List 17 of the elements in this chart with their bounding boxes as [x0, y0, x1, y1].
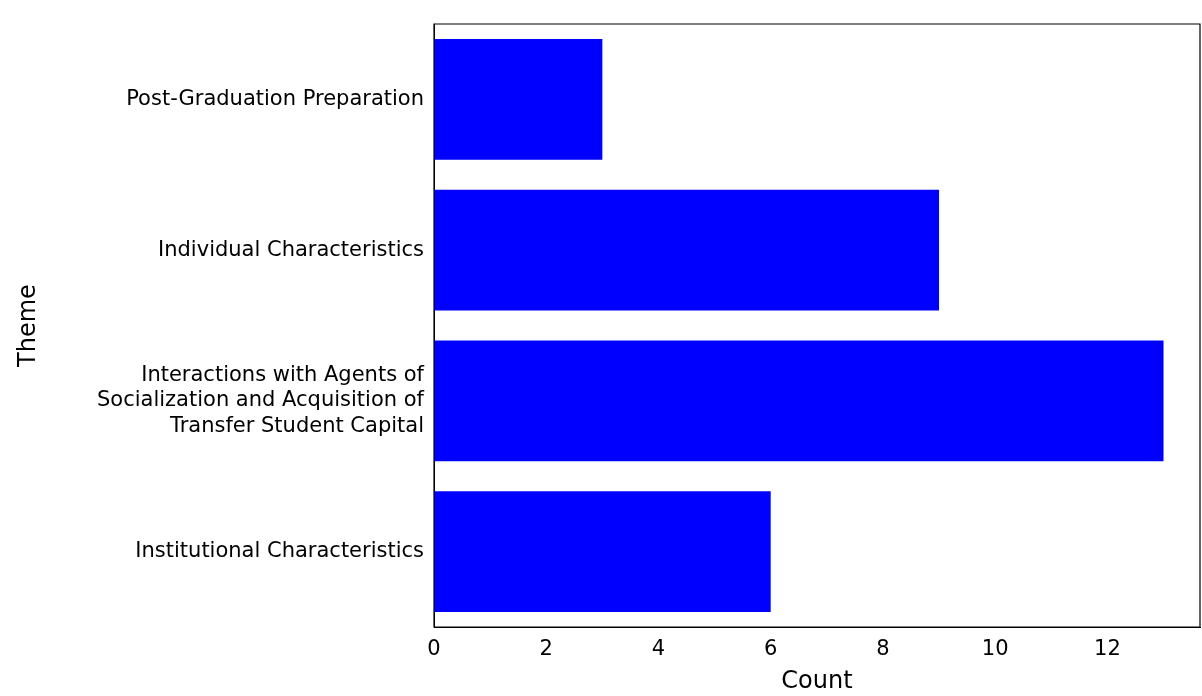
y-tick-label: Institutional Characteristics: [135, 538, 424, 563]
y-tick-label: Interactions with Agents of Socialization and Acquisition of Transfer Student Capital: [96, 362, 425, 437]
x-tick-label: 6: [764, 636, 778, 661]
x-axis-title: Count: [781, 665, 853, 694]
bar: [434, 39, 603, 160]
y-axis-title: Theme: [12, 284, 41, 368]
y-tick-label: Post-Graduation Preparation: [126, 85, 424, 110]
bar: [434, 340, 1164, 462]
x-tick-label: 12: [1094, 636, 1121, 661]
bar: [434, 491, 771, 612]
bar: [434, 189, 940, 311]
x-tick-label: 4: [651, 636, 666, 661]
x-tick-label: 8: [876, 636, 890, 661]
x-tick-label: 2: [539, 636, 553, 661]
y-tick-label: Individual Characteristics: [158, 236, 424, 261]
x-tick-label: 10: [981, 636, 1009, 661]
x-tick-label: 0: [427, 636, 441, 661]
